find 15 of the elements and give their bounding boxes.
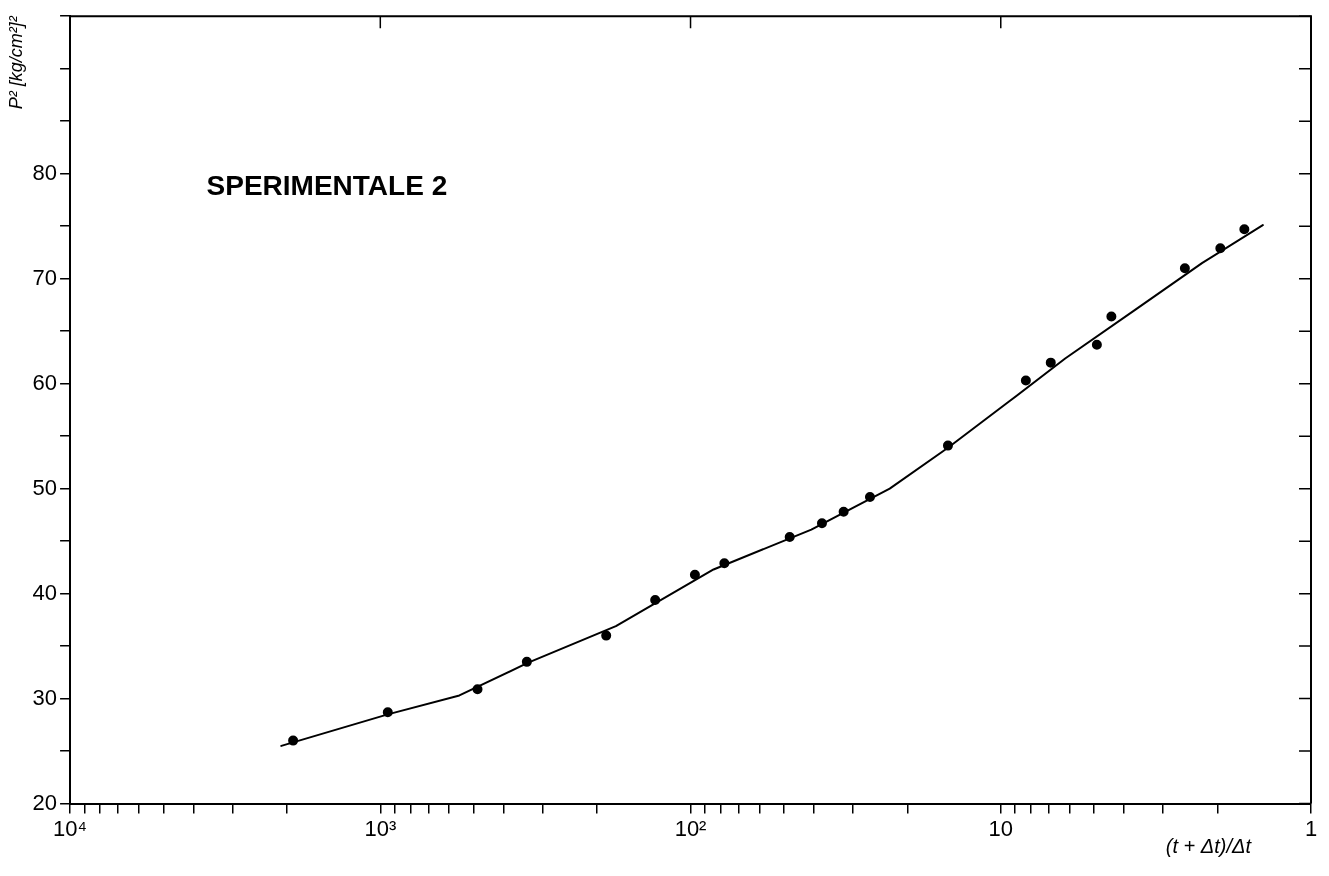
y-axis-title: P² [kg/cm²]² [5,15,26,110]
y-tick-label: 70 [32,264,58,290]
y-tick-label: 20 [32,789,58,815]
x-tick-label: 10⁴ [53,815,88,841]
y-tick-label: 80 [32,159,58,185]
x-tick-label: 10² [674,815,707,841]
x-tick-label: 10³ [364,815,397,841]
y-tick-label: 50 [32,474,58,500]
x-axis-title: (t + Δt)/Δt [1165,835,1253,858]
y-tick-label: 60 [32,369,58,395]
y-tick-label: 30 [32,684,58,710]
y-tick-label: 40 [32,579,58,605]
x-tick-label: 10 [988,815,1014,841]
x-tick-label: 1 [1304,815,1318,841]
text: SPERIMENTALE 2 [206,170,448,202]
